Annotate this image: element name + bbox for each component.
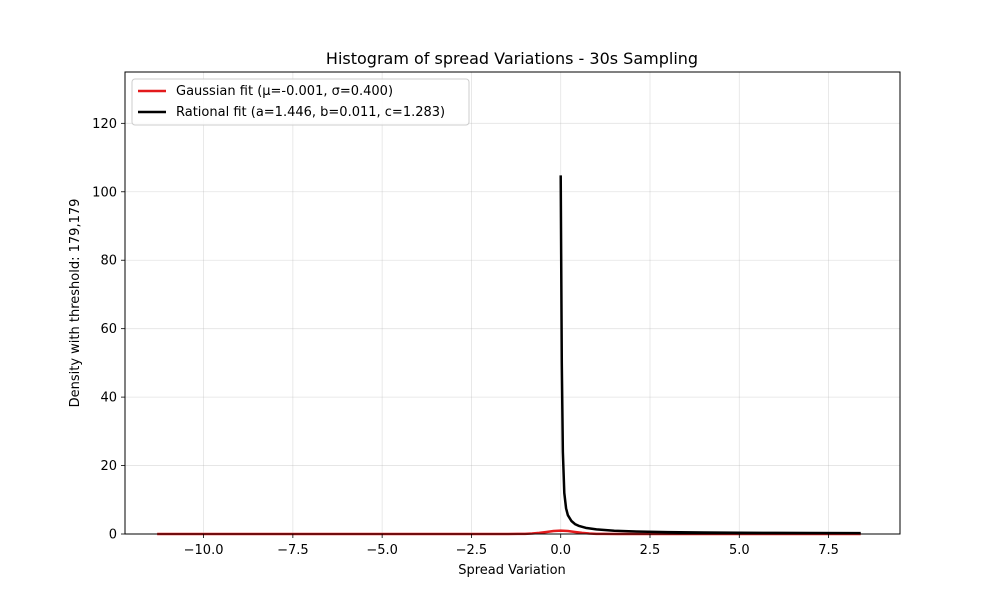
rational-fit-line <box>559 175 861 535</box>
legend-label-rational: Rational fit (a=1.446, b=0.011, c=1.283) <box>176 105 445 120</box>
legend-label-gaussian: Gaussian fit (μ=-0.001, σ=0.400) <box>176 84 393 99</box>
y-axis: 0 20 40 60 80 100 120 <box>92 117 125 543</box>
plot-frame <box>124 71 901 535</box>
y-tick-label: 60 <box>100 322 117 337</box>
y-tick-label: 80 <box>100 254 117 269</box>
x-tick-label: −7.5 <box>277 543 309 558</box>
y-tick-label: 0 <box>109 528 117 543</box>
y-tick-label: 120 <box>92 117 117 132</box>
x-tick-label: 7.5 <box>818 543 839 558</box>
x-axis: −10.0 −7.5 −5.0 −2.5 0.0 2.5 5.0 7.5 <box>184 534 839 558</box>
y-tick-label: 100 <box>92 185 117 200</box>
x-tick-label: 2.5 <box>640 543 661 558</box>
legend-box <box>131 78 470 126</box>
x-tick-label: −2.5 <box>456 543 488 558</box>
x-tick-label: 0.0 <box>550 543 571 558</box>
y-axis-label: Density with threshold: 179,179 <box>68 199 83 408</box>
y-tick-label: 20 <box>100 459 117 474</box>
x-tick-label: 5.0 <box>729 543 750 558</box>
x-tick-label: −10.0 <box>184 543 224 558</box>
chart-title: Histogram of spread Variations - 30s Sam… <box>326 49 698 68</box>
legend: Gaussian fit (μ=-0.001, σ=0.400) Rationa… <box>131 78 470 126</box>
y-tick-label: 40 <box>100 391 117 406</box>
x-axis-label: Spread Variation <box>458 563 566 578</box>
x-tick-label: −5.0 <box>366 543 398 558</box>
